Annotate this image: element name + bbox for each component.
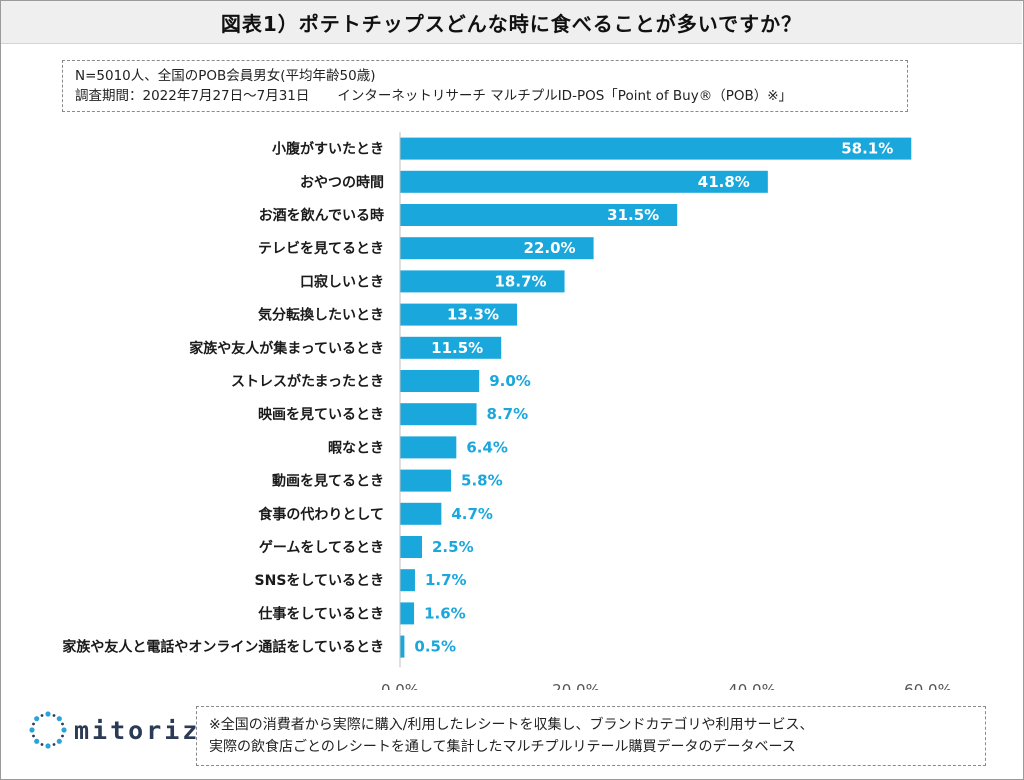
category-label: 暇なとき — [328, 440, 384, 456]
bar — [400, 303, 518, 326]
note-line-2: 実際の飲食店ごとのレシートを通して集計したマルチプルリテール購買データのデータベ… — [209, 739, 796, 755]
survey-info-box: N=5010人、全国のPOB会員男女(平均年齢50歳) 調査期間：2022年7月… — [62, 60, 908, 112]
data-source-note: ※全国の消費者から実際に購入/利用したレシートを収集し、ブランドカテゴリや利用サ… — [196, 706, 986, 766]
bar — [400, 204, 678, 226]
survey-sample-line: N=5010人、全国のPOB会員男女(平均年齢50歳) — [75, 68, 376, 84]
note-line-1: ※全国の消費者から実際に購入/利用したレシートを収集し、ブランドカテゴリや利用サ… — [209, 717, 814, 733]
mitoriz-logo-icon — [29, 711, 67, 749]
bar — [400, 602, 415, 625]
bar — [400, 469, 452, 492]
bar — [400, 170, 768, 193]
bar — [400, 370, 480, 392]
bar — [400, 635, 405, 658]
tick-label: 40.0% — [728, 681, 776, 690]
data-label: 0.5% — [414, 638, 456, 656]
category-label: 家族や友人が集まっているとき — [189, 340, 384, 357]
bar — [400, 270, 565, 293]
data-label: 41.8% — [698, 173, 750, 191]
category-label: テレビを見てるとき — [258, 241, 384, 257]
data-label: 4.7% — [451, 505, 493, 523]
bar — [400, 569, 415, 592]
bar — [400, 336, 502, 359]
bar — [400, 237, 594, 260]
data-label: 11.5% — [431, 339, 483, 357]
data-label: 18.7% — [495, 272, 547, 290]
category-label: 仕事をしているとき — [257, 605, 384, 622]
bar — [400, 536, 422, 558]
data-label: 22.0% — [524, 239, 576, 257]
category-label: SNSをしているとき — [255, 573, 384, 589]
category-label: 食事の代わりとして — [258, 506, 384, 523]
category-label: お酒を飲んでいる時 — [259, 207, 384, 224]
data-label: 1.6% — [424, 604, 466, 622]
category-label: 小腹がすいたとき — [272, 141, 384, 158]
data-label: 2.5% — [432, 538, 474, 556]
data-label: 5.8% — [461, 472, 503, 490]
bar — [400, 436, 457, 459]
data-label: 9.0% — [489, 372, 531, 390]
category-label: ゲームをしてるとき — [259, 539, 384, 556]
data-label: 31.5% — [607, 206, 659, 224]
title-bar: 図表1）ポテトチップスどんな時に食べることが多いですか？ — [1, 1, 1022, 44]
data-label: 13.3% — [447, 306, 499, 324]
data-label: 1.7% — [425, 571, 467, 589]
mitoriz-logo: mitoriz — [28, 710, 200, 750]
category-label: 動画を見てるとき — [272, 473, 384, 490]
category-label: 映画を見ているとき — [258, 407, 384, 423]
tick-label: 0.0% — [381, 681, 419, 690]
bar — [400, 403, 477, 426]
tick-label: 60.0% — [904, 681, 952, 690]
category-label: 口寂しいとき — [300, 273, 384, 290]
category-label: ストレスがたまったとき — [231, 373, 384, 390]
category-label: おやつの時間 — [300, 174, 384, 191]
data-label: 58.1% — [841, 140, 893, 158]
tick-label: 20.0% — [552, 681, 600, 690]
survey-period-line: 調査期間：2022年7月27日～7月31日 インターネットリサーチ マルチプルID… — [75, 86, 895, 106]
bar-chart: 小腹がすいたとき 58.1% おやつの時間 41.8% お酒を飲んでいる時 31.5% テレ… — [62, 132, 952, 690]
data-label: 8.7% — [487, 405, 529, 423]
data-label: 6.4% — [466, 438, 508, 456]
bar — [400, 137, 912, 160]
category-label: 気分転換したいとき — [258, 307, 384, 324]
survey-method: インターネットリサーチ マルチプルID-POS「Point of Buy®（PO… — [337, 88, 793, 104]
page-title: 図表1）ポテトチップスどんな時に食べることが多いですか？ — [220, 11, 803, 36]
mitoriz-logo-text: mitoriz — [74, 715, 201, 745]
survey-period: 調査期間：2022年7月27日～7月31日 — [75, 88, 310, 104]
category-label: 家族や友人と電話やオンライン通話をしているとき — [62, 639, 384, 656]
bar — [400, 502, 442, 525]
